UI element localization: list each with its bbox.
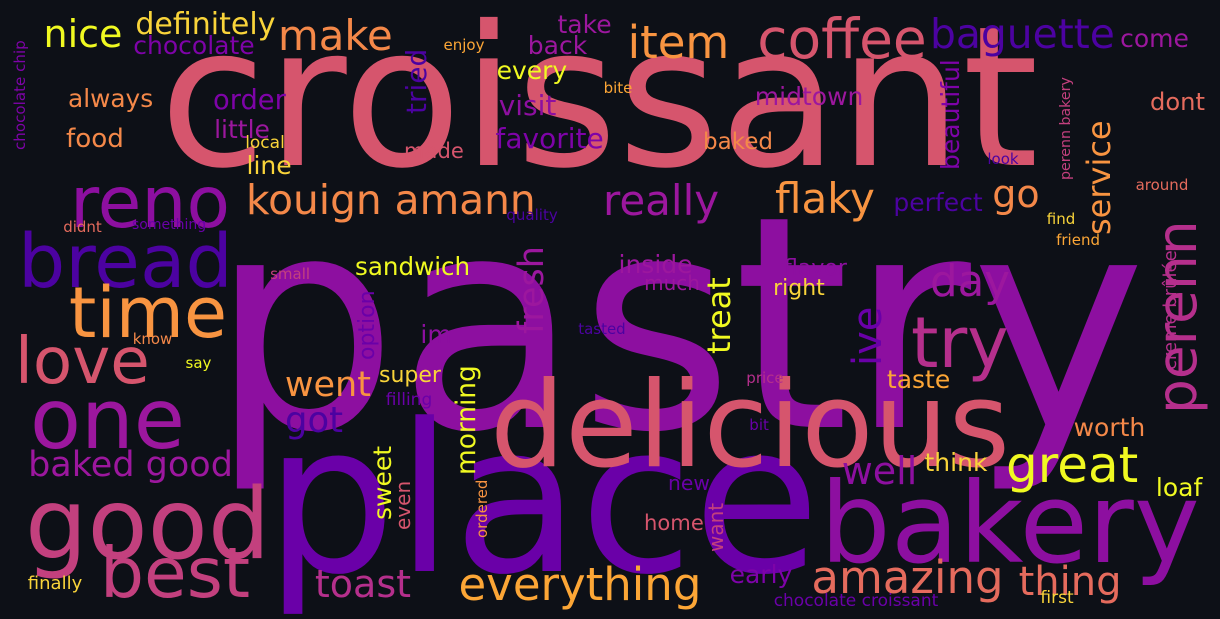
word-delicious: delicious bbox=[490, 355, 1011, 494]
word-back: back bbox=[527, 31, 588, 60]
word-flavor: flavor bbox=[784, 256, 847, 281]
word-pastry: pastry bbox=[210, 152, 1147, 498]
word-line: line bbox=[246, 151, 292, 180]
word-local: local bbox=[245, 133, 285, 153]
word-perenn-bakery: perenn bakery bbox=[1058, 77, 1075, 180]
word-bread: bread bbox=[18, 218, 233, 306]
word-best: best bbox=[100, 534, 251, 615]
word-little: little bbox=[214, 115, 270, 144]
word-one: one bbox=[30, 371, 186, 469]
word-go: go bbox=[992, 172, 1040, 216]
word-right: right bbox=[773, 276, 825, 301]
word-love: love bbox=[15, 324, 150, 400]
word-good: good bbox=[25, 467, 271, 582]
word-say: say bbox=[185, 354, 212, 372]
word-perfect: perfect bbox=[893, 188, 983, 217]
word-im: im bbox=[420, 320, 452, 349]
word-much: much bbox=[644, 271, 700, 295]
word-loaf: loaf bbox=[1155, 473, 1203, 502]
word-flaky: flaky bbox=[775, 174, 875, 223]
word-day: day bbox=[930, 257, 1011, 308]
word-something: something bbox=[132, 217, 207, 233]
word-reno: reno bbox=[70, 160, 230, 244]
word-baked-good: baked good bbox=[28, 445, 233, 485]
word-amazing: amazing bbox=[811, 551, 1004, 604]
word-treat: treat bbox=[700, 277, 738, 355]
word-every: every bbox=[496, 56, 568, 85]
word-take: take bbox=[557, 10, 612, 39]
word-dont: dont bbox=[1150, 87, 1205, 116]
word-baguette: baguette bbox=[930, 10, 1115, 59]
word-try: try bbox=[911, 302, 1009, 384]
word-around: around bbox=[1135, 176, 1189, 194]
word-item: item bbox=[627, 16, 730, 69]
word-made: made bbox=[404, 138, 464, 164]
word-tried: tried bbox=[400, 48, 433, 114]
word-find: find bbox=[1046, 210, 1076, 228]
word-baked: baked bbox=[703, 128, 773, 155]
word-quality: quality bbox=[506, 206, 558, 224]
word-taste: taste bbox=[886, 365, 951, 394]
word-chocolate-chip: chocolate chip bbox=[10, 40, 29, 150]
word-nice: nice bbox=[43, 12, 123, 56]
word-coffee: coffee bbox=[757, 7, 927, 71]
word-home: home bbox=[644, 510, 704, 536]
word-think: think bbox=[924, 448, 988, 477]
word-kouign-amann: kouign amann bbox=[246, 176, 536, 225]
word-friend: friend bbox=[1056, 231, 1100, 249]
word-really: really bbox=[603, 176, 720, 225]
word-look: look bbox=[987, 150, 1019, 168]
word-bit: bit bbox=[749, 416, 769, 434]
word-midtown: midtown bbox=[754, 82, 864, 111]
word-make: make bbox=[278, 11, 393, 61]
word-always: always bbox=[68, 84, 154, 114]
word-order: order bbox=[213, 85, 286, 117]
word-beautiful: beautiful bbox=[936, 59, 965, 171]
word-everything: everything bbox=[458, 558, 702, 611]
word-creme-br-l-e: creme brûlée bbox=[1160, 250, 1181, 370]
word-want: want bbox=[704, 502, 728, 553]
word-early: early bbox=[729, 560, 793, 589]
word-morning: morning bbox=[450, 365, 482, 475]
word-new: new bbox=[668, 470, 710, 495]
word-chocolate-croissant: chocolate croissant bbox=[773, 591, 939, 611]
word-sandwich: sandwich bbox=[355, 252, 471, 282]
word-food: food bbox=[66, 123, 124, 154]
word-service: service bbox=[1080, 120, 1118, 235]
word-went: went bbox=[284, 365, 371, 405]
word-even: even bbox=[391, 480, 415, 531]
word-come: come bbox=[1120, 24, 1189, 53]
word-definitely: definitely bbox=[135, 7, 276, 42]
word-chocolate: chocolate bbox=[133, 31, 255, 60]
word-well: well bbox=[841, 449, 918, 493]
word-time: time bbox=[68, 272, 228, 354]
word-great: great bbox=[1006, 436, 1139, 494]
word-bakery: bakery bbox=[820, 460, 1200, 590]
word-favorite: favorite bbox=[495, 122, 604, 155]
word-small: small bbox=[270, 265, 311, 283]
word-option: option bbox=[355, 290, 380, 361]
word-ordered: ordered bbox=[473, 479, 491, 539]
word-filling: filling bbox=[385, 390, 433, 410]
word-visit: visit bbox=[498, 89, 557, 122]
word-bite: bite bbox=[603, 79, 633, 97]
word-inside: inside bbox=[618, 250, 693, 279]
word-tasted: tasted bbox=[578, 320, 626, 338]
word-worth: worth bbox=[1073, 413, 1146, 442]
word-know: know bbox=[132, 330, 173, 348]
word-ive: ive bbox=[845, 306, 891, 366]
word-super: super bbox=[379, 363, 441, 388]
word-enjoy: enjoy bbox=[443, 36, 485, 54]
word-toast: toast bbox=[314, 562, 412, 606]
word-croissant: croissant bbox=[159, 0, 1039, 211]
word-price: price bbox=[746, 369, 784, 387]
word-didnt: didnt bbox=[63, 218, 102, 236]
word-finally: finally bbox=[27, 573, 83, 594]
word-place: place bbox=[265, 379, 821, 619]
word-thing: thing bbox=[1018, 559, 1122, 605]
word-first: first bbox=[1040, 588, 1074, 608]
word-fresh: fresh bbox=[512, 246, 552, 335]
word-got: got bbox=[285, 400, 343, 442]
